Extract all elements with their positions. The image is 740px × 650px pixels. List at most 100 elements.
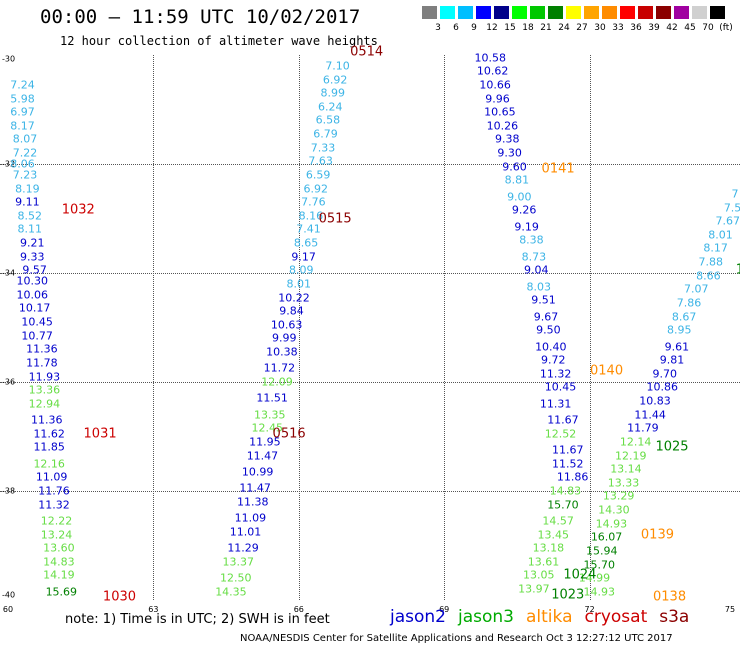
wave-height-value: 10.86 <box>646 380 679 394</box>
wave-height-value: 8.19 <box>15 182 40 196</box>
wave-height-value: 7.07 <box>683 282 709 296</box>
wave-height-value: 13.05 <box>522 568 555 582</box>
pass-time-label: 0139 <box>640 527 674 543</box>
wave-height-value: 6.97 <box>10 105 35 119</box>
pass-time-label: 0138 <box>653 589 687 605</box>
pass-time-label: 1025 <box>655 439 689 455</box>
scale-label: 42 <box>666 23 678 33</box>
wave-height-value: 10.30 <box>16 274 48 288</box>
grid-line-horizontal <box>0 273 740 274</box>
wave-height-value: 14.35 <box>215 585 247 599</box>
wave-height-value: 14.19 <box>43 568 75 582</box>
scale-swatch <box>638 6 653 19</box>
wave-height-value: 11.36 <box>31 413 63 427</box>
wave-height-value: 14.93 <box>583 585 616 599</box>
wave-height-value: 10.65 <box>484 105 516 119</box>
grid-line-horizontal <box>0 491 740 492</box>
wave-height-value: 7 <box>731 187 739 201</box>
legend-jason3: jason3 <box>458 607 514 627</box>
wave-height-value: 13.37 <box>222 555 254 569</box>
wave-height-value: 9.51 <box>531 293 556 307</box>
wave-height-value: 13.45 <box>537 528 570 542</box>
wave-height-value: 11.78 <box>26 356 58 370</box>
wave-height-value: 7.23 <box>12 168 38 182</box>
wave-height-value: 10.77 <box>21 329 53 343</box>
grid-line-vertical <box>589 55 591 600</box>
scale-swatch <box>422 6 437 19</box>
y-tick-label: -36 <box>2 377 16 387</box>
wave-height-value: 9.57 <box>22 263 47 277</box>
wave-height-value: 10.66 <box>479 78 511 92</box>
scale-label: 21 <box>540 23 552 33</box>
wave-height-value: 10.22 <box>278 291 310 305</box>
wave-height-value: 13.18 <box>532 541 565 555</box>
wave-height-value: 13.60 <box>43 541 75 555</box>
wave-height-value: 11.29 <box>227 541 259 555</box>
wave-height-value: 7.33 <box>310 141 336 155</box>
wave-height-value: 8.11 <box>17 222 43 236</box>
wave-height-value: 11.67 <box>552 443 584 457</box>
wave-height-value: 6.58 <box>315 113 341 127</box>
wave-height-value: 14.93 <box>595 517 628 531</box>
wave-height-value: 9.00 <box>507 190 532 204</box>
wave-height-value: 7.22 <box>12 146 38 160</box>
wave-height-value: 7.86 <box>676 296 702 310</box>
wave-height-value: 8.66 <box>696 269 721 283</box>
pass-time-label: 0140 <box>590 363 624 379</box>
scale-swatch <box>512 6 527 19</box>
wave-height-value: 9.60 <box>502 160 527 174</box>
scale-swatch <box>458 6 473 19</box>
wave-height-value: 9.81 <box>659 353 685 367</box>
scale-swatch <box>440 6 455 19</box>
wave-height-value: 10.45 <box>21 315 53 329</box>
wave-height-value: 13.33 <box>607 476 640 490</box>
wave-height-value: 6.59 <box>305 168 331 182</box>
wave-height-value: 7.63 <box>308 154 333 168</box>
wave-height-value: 7.24 <box>10 78 35 92</box>
scale-swatch <box>494 6 509 19</box>
wave-height-value: 10.58 <box>474 51 506 65</box>
y-tick-label: -30 <box>2 54 16 64</box>
wave-height-value: 11.32 <box>539 367 572 381</box>
y-tick-label: -38 <box>2 486 16 496</box>
wave-height-value: 8.67 <box>671 310 697 324</box>
pass-time-label: 0515 <box>318 211 352 226</box>
wave-height-value: 13.97 <box>518 582 550 596</box>
wave-height-value: 9.30 <box>497 146 522 160</box>
wave-height-value: 8.52 <box>17 209 43 223</box>
scale-label: 36 <box>630 23 642 33</box>
wave-height-value: 7.10 <box>325 59 350 73</box>
legend-cryosat: cryosat <box>584 607 648 627</box>
wave-height-value: 8.99 <box>320 86 345 100</box>
wave-height-value: 13.35 <box>253 408 286 422</box>
scale-label: 12 <box>486 23 498 33</box>
wave-height-value: 10.83 <box>639 394 671 408</box>
pass-time-label: 1031 <box>83 426 117 442</box>
wave-height-value: 10.62 <box>476 64 509 78</box>
y-tick-label: -34 <box>2 268 16 278</box>
wave-height-value: 14.99 <box>578 571 611 585</box>
note-text: note: 1) Time is in UTC; 2) SWH is in fe… <box>65 612 330 627</box>
wave-height-value: 9.04 <box>524 263 549 277</box>
wave-height-value: 14.83 <box>43 555 75 569</box>
scale-label: 9 <box>471 23 477 33</box>
wave-height-value: 7.88 <box>698 255 724 269</box>
wave-height-value: 12.14 <box>619 435 652 449</box>
grid-line-vertical <box>153 55 155 600</box>
wave-height-value: 8.03 <box>526 280 551 294</box>
scale-swatch <box>656 6 671 19</box>
x-tick-label: 69 <box>439 605 450 614</box>
legend-jason2: jason2 <box>390 607 446 627</box>
footer-credit: NOAA/NESDIS Center for Satellite Applica… <box>240 633 673 644</box>
wave-height-value: 13.29 <box>602 489 635 503</box>
wave-height-value: 9.33 <box>19 250 45 264</box>
wave-height-value: 8.07 <box>12 132 38 146</box>
wave-height-value: 11.76 <box>38 484 70 498</box>
wave-height-value: 9.99 <box>272 331 297 345</box>
scale-label: 45 <box>684 23 696 33</box>
wave-height-value: 9.21 <box>19 236 45 250</box>
wave-height-value: 16.07 <box>590 530 623 544</box>
x-tick-label: 60 <box>2 605 14 614</box>
scale-label: 18 <box>522 23 534 33</box>
wave-height-value: 10.99 <box>241 465 274 479</box>
